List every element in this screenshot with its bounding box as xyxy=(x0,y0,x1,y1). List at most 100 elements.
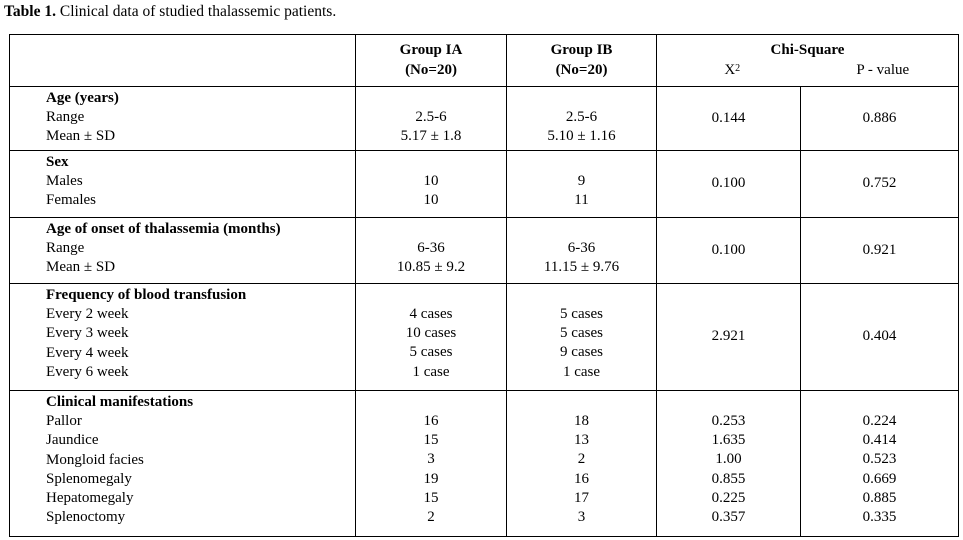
section-label-cell: Sex Males Females xyxy=(9,150,356,218)
group-ib-value: 13 xyxy=(574,432,589,449)
section-title: Clinical manifestations xyxy=(46,394,194,410)
row-label: Mean ± SD xyxy=(46,259,116,276)
table-section: Age (years) Range Mean ± SD 2.5-6 5.17 ± 1.8… xyxy=(9,86,960,151)
p-cell: 0.224 0.414 0.523 0.669 0.885 0.335 xyxy=(799,390,960,537)
section-label-cell: Age of onset of thalassemia (months) Rang… xyxy=(9,217,356,284)
row-label: Mean ± SD xyxy=(46,128,116,145)
table-section: Age of onset of thalassemia (months) Rang… xyxy=(9,217,960,284)
row-label: Pallor xyxy=(46,413,82,430)
section-title: Age (years) xyxy=(46,90,119,106)
group-ia-value: 16 xyxy=(423,413,439,429)
p-value: 0.885 xyxy=(862,489,897,506)
p-value-header: P - value xyxy=(856,61,910,78)
section-title: Age of onset of thalassemia (months) xyxy=(46,221,281,237)
x2-value: 2.921 xyxy=(711,328,746,345)
x2-cell: 2.921 xyxy=(656,283,801,391)
group-ib-value: 18 xyxy=(574,413,589,429)
group-ib-value: 9 cases xyxy=(560,344,603,361)
group-ia-value: 1 case xyxy=(412,363,450,380)
x2-value: 0.253 xyxy=(711,413,746,429)
group-ib-cell: 5 cases 5 cases 9 cases 1 case xyxy=(506,283,657,391)
clinical-data-table: Group IA (No=20) Group IB (No=20) Chi-Sq… xyxy=(9,34,960,537)
row-label: Every 3 week xyxy=(46,325,129,342)
group-ia-value: 15 xyxy=(423,489,439,506)
group-ia-cell: 6-36 10.85 ± 9.2 xyxy=(355,217,507,284)
group-ia-cell: 16 15 3 19 15 2 xyxy=(355,390,507,537)
group-ia-value: 4 cases xyxy=(409,306,453,322)
section-title: Sex xyxy=(46,154,69,170)
x2-header: X2 xyxy=(657,61,808,80)
group-ib-value: 5 cases xyxy=(560,325,603,342)
group-ia-value: 2 xyxy=(427,509,435,526)
x2-value: 0.100 xyxy=(711,175,746,192)
table-section: Sex Males Females 10 10 9 11 0.100 0.752 xyxy=(9,150,960,218)
section-label-cell: Clinical manifestations Pallor Jaundice Mon… xyxy=(9,390,356,537)
group-ib-value: 2.5-6 xyxy=(565,109,598,125)
x2-value: 1.635 xyxy=(711,432,746,449)
group-ib-cell: 18 13 2 16 17 3 xyxy=(506,390,657,537)
x2-value: 0.225 xyxy=(711,489,746,506)
x2-base: X xyxy=(724,61,736,78)
x2-value: 0.100 xyxy=(711,241,746,258)
x2-value: 0.357 xyxy=(711,509,746,526)
p-value: 0.335 xyxy=(862,509,897,526)
group-ia-cell: 10 10 xyxy=(355,150,507,218)
caption-label: Table 1. xyxy=(4,3,56,20)
group-ia-value: 10 xyxy=(423,173,439,189)
row-label: Hepatomegaly xyxy=(46,490,134,507)
group-ia-cell: 4 cases 10 cases 5 cases 1 case xyxy=(355,283,507,391)
p-value: 0.752 xyxy=(862,175,897,192)
x2-cell: 0.100 xyxy=(656,217,801,284)
row-label: Every 4 week xyxy=(46,344,129,361)
group-ia-value: 19 xyxy=(423,470,439,487)
p-value: 0.669 xyxy=(862,470,897,487)
group-ib-value: 6-36 xyxy=(567,240,596,256)
group-ib-cell: 6-36 11.15 ± 9.76 xyxy=(506,217,657,284)
section-title: Frequency of blood transfusion xyxy=(46,287,247,303)
row-label: Splenoctomy xyxy=(46,509,126,526)
group-ia-value: 5.17 ± 1.8 xyxy=(400,128,462,145)
group-ib-value: 9 xyxy=(577,173,586,189)
x2-cell: 0.100 xyxy=(656,150,801,218)
row-label: Males xyxy=(46,173,83,190)
header-group-ia: Group IA (No=20) xyxy=(355,34,507,87)
header-row: Group IA (No=20) Group IB (No=20) Chi-Sq… xyxy=(9,34,960,87)
row-label: Range xyxy=(46,109,85,126)
group-ib-cell: 2.5-6 5.10 ± 1.16 xyxy=(506,86,657,151)
p-cell: 0.921 xyxy=(799,217,960,284)
group-ib-value: 5.10 ± 1.16 xyxy=(547,128,616,145)
group-ib-count: (No=20) xyxy=(555,61,608,78)
group-ia-value: 3 xyxy=(427,451,435,468)
group-ib-cell: 9 11 xyxy=(506,150,657,218)
header-empty-cell xyxy=(9,34,356,87)
p-value: 0.523 xyxy=(862,451,897,468)
p-value: 0.224 xyxy=(862,413,897,429)
header-chi-square: Chi-Square X2 P - value xyxy=(655,34,960,87)
row-label: Every 2 week xyxy=(46,306,129,323)
x2-cell: 0.144 xyxy=(656,86,801,151)
group-ia-value: 10 cases xyxy=(405,325,457,342)
p-cell: 0.752 xyxy=(799,150,960,218)
group-ib-value: 1 case xyxy=(562,363,601,380)
group-ia-value: 2.5-6 xyxy=(415,109,447,125)
table-section: Frequency of blood transfusion Every 2 we… xyxy=(9,283,960,391)
group-ib-value: 16 xyxy=(574,470,589,487)
x2-value: 1.00 xyxy=(715,451,742,468)
x2-value: 0.144 xyxy=(711,109,746,126)
row-label: Females xyxy=(46,192,96,209)
group-ib-value: 11 xyxy=(574,192,589,209)
group-ia-title: Group IA xyxy=(399,42,463,59)
table-caption: Table 1. Clinical data of studied thalas… xyxy=(4,2,336,22)
group-ib-value: 5 cases xyxy=(560,306,603,322)
group-ia-value: 10 xyxy=(423,192,439,209)
group-ia-value: 6-36 xyxy=(417,240,445,256)
group-ib-value: 3 xyxy=(577,509,586,526)
p-value: 0.886 xyxy=(862,109,897,126)
x2-cell: 0.253 1.635 1.00 0.855 0.225 0.357 xyxy=(656,390,801,537)
p-value: 0.921 xyxy=(862,241,897,258)
group-ia-value: 15 xyxy=(423,432,439,449)
p-value: 0.404 xyxy=(862,328,897,345)
group-ia-cell: 2.5-6 5.17 ± 1.8 xyxy=(355,86,507,151)
group-ib-value: 11.15 ± 9.76 xyxy=(543,259,620,276)
p-cell: 0.886 xyxy=(799,86,960,151)
